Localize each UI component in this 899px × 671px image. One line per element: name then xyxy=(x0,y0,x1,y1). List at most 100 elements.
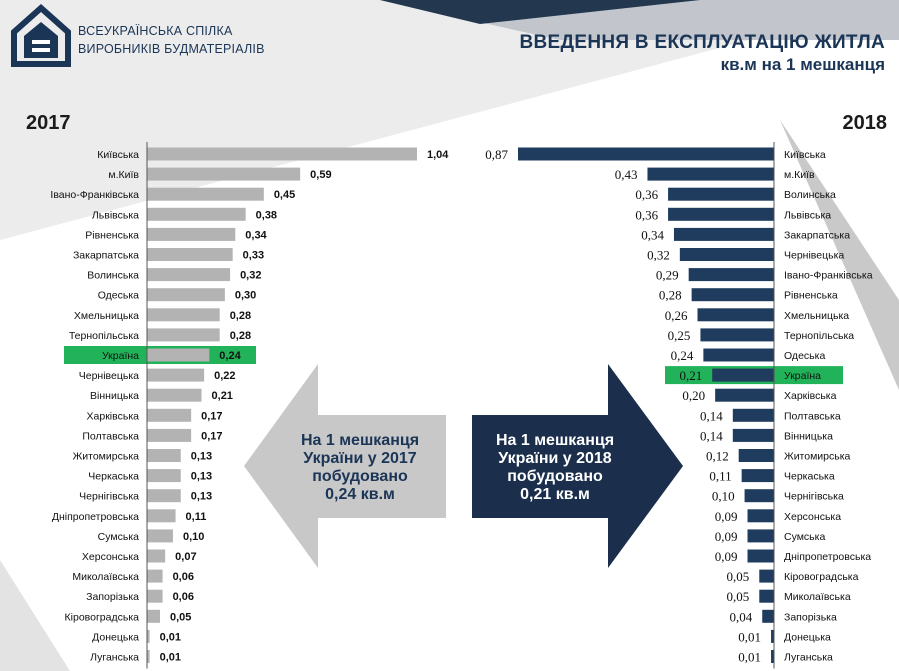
page-title: ВВЕДЕННЯ В ЕКСПЛУАТАЦІЮ ЖИТЛА кв.м на 1 … xyxy=(520,32,885,75)
category-label: Чернігівська xyxy=(79,491,139,503)
bar xyxy=(747,509,774,523)
value-label: 0,01 xyxy=(160,652,181,664)
bar xyxy=(679,248,774,261)
bar xyxy=(147,147,417,161)
category-label: Вінницька xyxy=(90,390,139,402)
value-label: 0,24 xyxy=(671,348,694,363)
bar xyxy=(147,308,220,322)
value-label: 0,45 xyxy=(274,189,295,201)
bar xyxy=(147,629,150,643)
category-label: Львівська xyxy=(92,209,139,221)
category-label: Миколаївська xyxy=(784,591,851,603)
value-label: 0,13 xyxy=(191,451,212,463)
bar xyxy=(744,489,774,503)
category-label: Сумська xyxy=(98,531,139,543)
value-label: 0,14 xyxy=(700,428,723,443)
category-label: Запорізька xyxy=(784,611,837,623)
category-label: Житомирська xyxy=(784,451,851,463)
value-label: 0,14 xyxy=(700,408,723,423)
bar xyxy=(147,388,202,402)
year-2017-heading: 2017 xyxy=(26,112,71,134)
category-label: Херсонська xyxy=(784,511,841,523)
value-label: 0,13 xyxy=(191,491,212,503)
value-label: 0,36 xyxy=(635,207,658,222)
callout-2017-line-3: побудовано xyxy=(312,468,408,485)
bg-triangle-bottom xyxy=(0,560,70,671)
bar xyxy=(759,569,774,583)
value-label: 0,10 xyxy=(183,531,204,543)
value-label: 0,05 xyxy=(727,569,750,584)
bar xyxy=(147,529,173,543)
bar xyxy=(732,408,774,422)
callout-2018: На 1 мешканця України у 2018 побудовано … xyxy=(475,432,635,504)
bar xyxy=(147,428,192,442)
arrow-right-2018 xyxy=(472,364,683,568)
category-label: Кіровоградська xyxy=(784,571,859,583)
category-label: Одеська xyxy=(98,290,139,302)
bar xyxy=(697,308,774,322)
category-label: Запорізька xyxy=(86,591,139,603)
bar xyxy=(147,368,205,382)
category-label: Рівненська xyxy=(784,290,838,302)
value-label: 0,26 xyxy=(665,308,688,323)
bar xyxy=(647,167,774,181)
value-label: 0,11 xyxy=(709,469,731,484)
callout-2017-line-1: На 1 мешканця xyxy=(300,432,420,449)
bar xyxy=(703,348,774,362)
value-label: 1,04 xyxy=(427,149,449,161)
bg-triangle-right xyxy=(780,120,899,390)
category-label: Черкаська xyxy=(88,471,139,483)
bg-stripe-dark xyxy=(380,0,700,24)
bar xyxy=(518,147,774,161)
category-label: Донецька xyxy=(784,631,831,643)
bar xyxy=(688,268,774,282)
callout-2017-line-2: України у 2017 xyxy=(303,450,417,467)
category-label: Донецька xyxy=(92,631,139,643)
value-label: 0,20 xyxy=(682,388,705,403)
value-label: 0,10 xyxy=(712,489,735,504)
category-label: Хмельницька xyxy=(74,310,139,322)
bar xyxy=(747,549,774,563)
title-subtitle: кв.м на 1 мешканця xyxy=(720,55,885,74)
bar xyxy=(147,609,160,623)
value-label: 0,09 xyxy=(715,509,738,524)
value-label: 0,17 xyxy=(201,410,222,422)
value-label: 0,36 xyxy=(635,187,658,202)
value-label: 0,34 xyxy=(641,227,664,242)
value-label: 0,28 xyxy=(230,310,251,322)
chart-2017: Київська 1,04 м.Київ 0,59 Івано-Франківська 0… xyxy=(50,142,449,669)
callout-2018-line-4: 0,21 кв.м xyxy=(520,486,590,503)
category-label: Київська xyxy=(97,149,139,161)
brand-line-1: ВСЕУКРАЇНСЬКА СПІЛКА xyxy=(78,24,233,38)
bar xyxy=(147,489,181,503)
bar xyxy=(147,167,301,181)
bar xyxy=(147,589,163,603)
value-label: 0,01 xyxy=(738,629,761,644)
category-label: Львівська xyxy=(784,209,831,221)
bar xyxy=(700,328,774,342)
category-label: Івано-Франківська xyxy=(784,270,873,282)
category-label: Полтавська xyxy=(784,410,841,422)
value-label: 0,12 xyxy=(706,449,729,464)
category-label: Черкаська xyxy=(784,471,835,483)
category-label: Київська xyxy=(784,149,826,161)
value-label: 0,09 xyxy=(715,549,738,564)
category-label: Кіровоградська xyxy=(65,611,140,623)
category-label: Луганська xyxy=(784,652,833,664)
value-label: 0,28 xyxy=(659,288,682,303)
category-label: Волинська xyxy=(87,270,139,282)
value-label: 0,33 xyxy=(243,250,264,262)
category-label: Миколаївська xyxy=(72,571,139,583)
category-label: Чернівецька xyxy=(79,370,139,382)
bar xyxy=(147,569,163,583)
category-label: Одеська xyxy=(784,350,825,362)
value-label: 0,34 xyxy=(245,229,267,241)
bar xyxy=(741,469,774,483)
callout-2018-line-3: побудовано xyxy=(507,468,603,485)
house-logo-icon xyxy=(11,4,71,67)
value-label: 0,07 xyxy=(175,551,196,563)
brand-line-2: ВИРОБНИКІВ БУДМАТЕРІАЛІВ xyxy=(78,42,265,56)
callout-2017-line-4: 0,24 кв.м xyxy=(325,486,395,503)
value-label: 0,87 xyxy=(485,147,508,162)
value-label: 0,32 xyxy=(240,270,261,282)
